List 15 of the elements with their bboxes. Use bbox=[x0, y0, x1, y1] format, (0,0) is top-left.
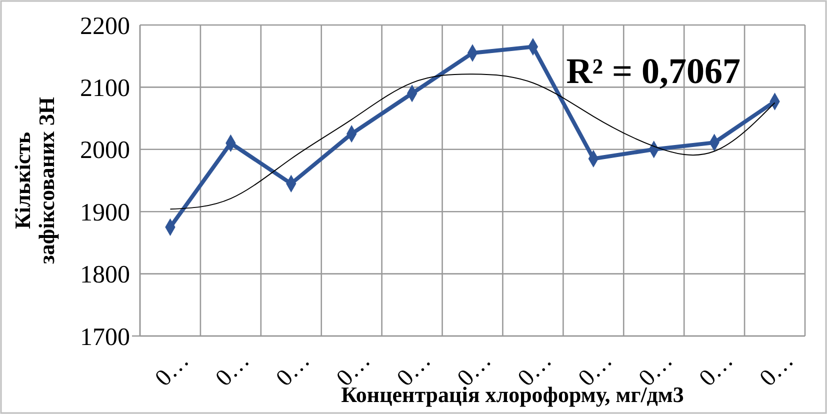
x-tick-label: 0… bbox=[392, 348, 436, 392]
y-tick-label: 1900 bbox=[80, 199, 130, 226]
x-tick-label: 0… bbox=[694, 348, 738, 392]
x-tick-label: 0… bbox=[574, 348, 618, 392]
y-tick-label: 1800 bbox=[80, 262, 130, 289]
x-tick-label: 0… bbox=[150, 348, 194, 392]
y-tick-label: 2000 bbox=[80, 137, 130, 164]
annotation: R² = 0,7067 bbox=[566, 51, 741, 92]
y-axis-title: Кількість зафіксованих ЗН bbox=[10, 97, 60, 264]
x-tick-label: 0… bbox=[210, 348, 255, 392]
y-tick-label: 2200 bbox=[80, 12, 130, 40]
x-tick-label: 0… bbox=[271, 348, 316, 392]
y-tick-label: 2100 bbox=[80, 74, 130, 102]
x-tick-label: 0… bbox=[755, 348, 799, 392]
y-tick-label: 1700 bbox=[80, 324, 130, 351]
